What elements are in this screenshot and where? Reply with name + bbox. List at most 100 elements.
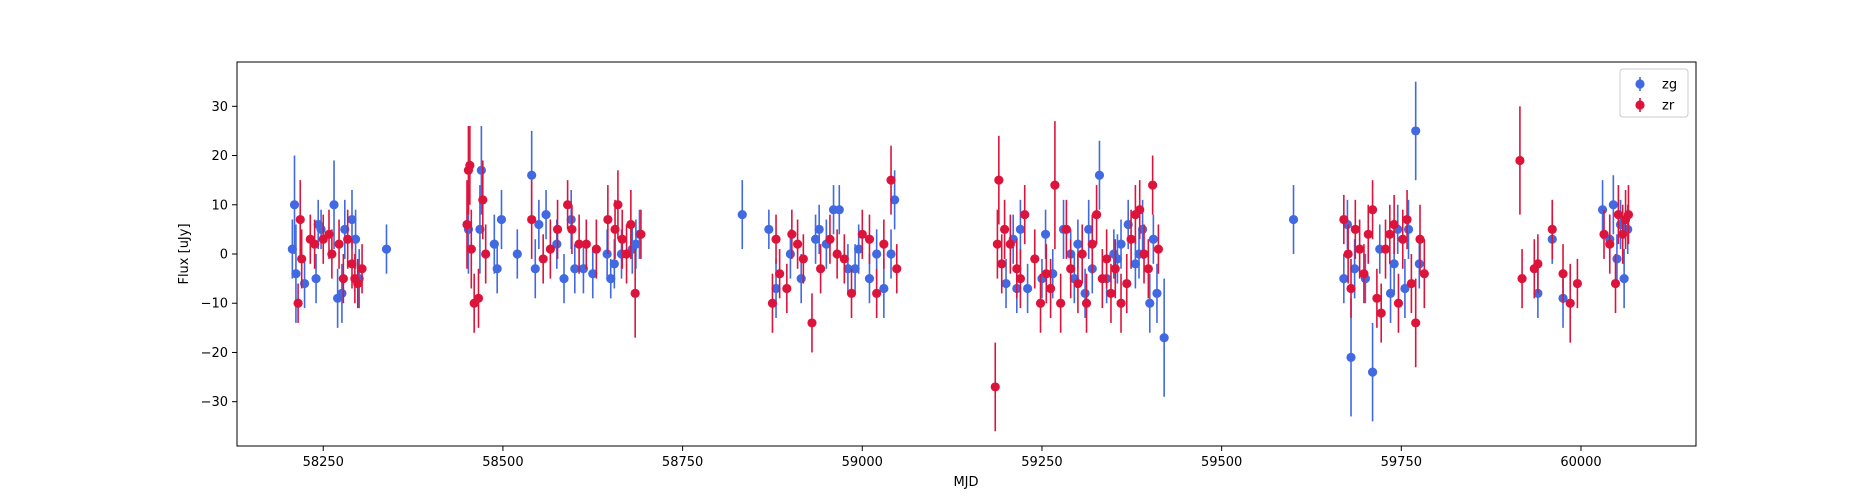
data-point <box>581 239 591 249</box>
data-point <box>810 234 821 244</box>
data-point <box>764 224 774 234</box>
data-point <box>1619 274 1629 284</box>
data-point <box>476 165 486 175</box>
data-point <box>530 264 540 274</box>
data-point <box>630 288 640 298</box>
data-point <box>872 249 882 259</box>
x-tick-label: 60000 <box>1560 455 1601 470</box>
data-point <box>316 224 326 234</box>
data-point <box>1015 274 1026 284</box>
data-point <box>1419 269 1429 279</box>
data-point <box>1097 274 1107 284</box>
data-point <box>834 205 844 215</box>
data-point <box>1135 205 1145 215</box>
legend-label: zg <box>1662 78 1677 93</box>
data-point <box>1126 234 1136 244</box>
data-point <box>886 175 896 185</box>
data-point <box>1372 293 1382 303</box>
data-point <box>1022 283 1033 294</box>
data-point <box>1533 259 1543 269</box>
data-point <box>538 254 548 264</box>
data-point <box>796 274 806 284</box>
data-point <box>1087 239 1097 249</box>
data-point <box>782 283 792 294</box>
data-point <box>872 288 882 298</box>
data-point <box>1612 254 1622 264</box>
data-point <box>1020 210 1030 220</box>
data-point <box>1056 298 1066 308</box>
data-point <box>892 264 902 274</box>
data-point <box>1339 274 1349 284</box>
data-point <box>1517 274 1527 284</box>
data-point <box>570 264 580 274</box>
data-point <box>1139 249 1149 259</box>
data-point <box>626 219 636 230</box>
data-point <box>1106 288 1116 298</box>
data-point <box>1599 229 1609 239</box>
data-point <box>567 224 577 234</box>
data-point <box>785 249 796 259</box>
data-point <box>1597 205 1608 215</box>
data-point <box>591 244 601 254</box>
y-tick-label: 0 <box>220 248 228 263</box>
data-point <box>353 278 363 289</box>
y-tick-label: 20 <box>211 149 228 164</box>
data-point <box>1385 229 1395 239</box>
data-point <box>1148 234 1158 244</box>
data-point <box>1035 298 1046 308</box>
x-tick-label: 58250 <box>303 455 344 470</box>
data-point <box>1400 283 1410 294</box>
data-point <box>1350 224 1360 234</box>
y-tick-label: −10 <box>201 297 228 312</box>
data-point <box>350 234 361 244</box>
y-axis-label: Flux [uJy] <box>177 223 192 284</box>
data-point <box>1411 318 1421 328</box>
data-point <box>857 229 867 239</box>
series-zr <box>293 106 1634 432</box>
data-point <box>588 269 598 279</box>
data-point <box>563 200 573 210</box>
data-point <box>864 234 875 244</box>
data-point <box>1346 352 1356 362</box>
data-point <box>814 224 824 234</box>
data-point <box>512 249 522 259</box>
data-point <box>1398 234 1408 244</box>
data-point <box>737 210 747 220</box>
data-point <box>559 274 569 284</box>
data-point <box>1350 264 1360 274</box>
data-point <box>854 244 864 254</box>
data-point <box>481 249 491 259</box>
data-point <box>890 195 900 205</box>
data-point <box>1346 283 1356 294</box>
data-point <box>807 318 817 328</box>
data-point <box>1343 249 1353 259</box>
data-point <box>465 160 475 170</box>
data-point <box>1380 244 1391 254</box>
data-point <box>886 249 896 259</box>
data-point <box>631 239 641 249</box>
data-point <box>1608 200 1618 210</box>
data-point <box>289 200 300 210</box>
data-point <box>843 264 853 274</box>
data-point <box>1547 224 1557 234</box>
data-points <box>287 81 1634 432</box>
x-tick-label: 59750 <box>1381 455 1422 470</box>
data-point <box>1565 298 1575 308</box>
data-point <box>850 264 860 274</box>
data-point <box>310 239 320 249</box>
data-point <box>329 200 339 210</box>
x-tick-label: 58500 <box>482 455 523 470</box>
data-point <box>613 200 623 210</box>
data-point <box>327 249 337 259</box>
data-point <box>1015 224 1026 234</box>
data-point <box>527 214 537 225</box>
legend-swatch <box>1635 79 1645 89</box>
data-point <box>1122 278 1132 289</box>
data-point <box>1159 333 1169 343</box>
data-point <box>1041 269 1051 279</box>
data-point <box>343 234 353 244</box>
data-point <box>1116 239 1126 249</box>
y-tick-label: 10 <box>211 198 228 213</box>
